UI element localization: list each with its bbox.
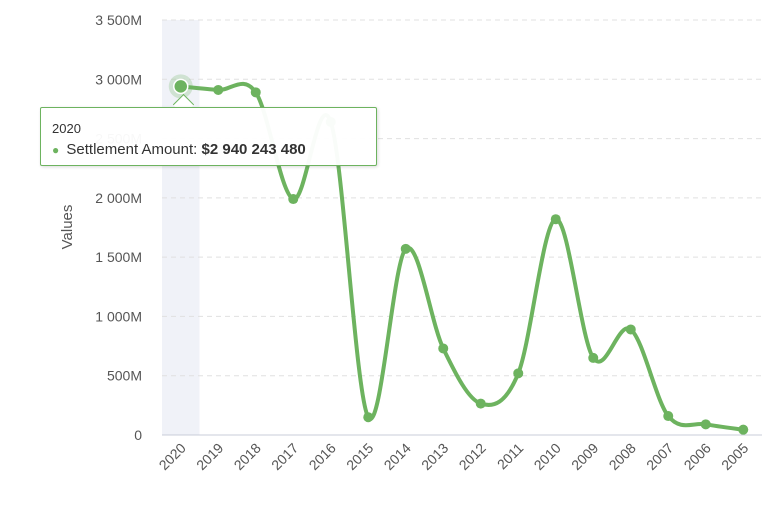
- x-axis: 2020 2019 2018 2017 2016 2015 2014 2013 2012 2011…: [156, 440, 752, 473]
- tooltip-value: $2 940 243 480: [201, 141, 306, 158]
- x-tick-label: 2020: [156, 440, 189, 473]
- data-point[interactable]: [213, 84, 224, 95]
- data-point[interactable]: [588, 352, 599, 363]
- data-point[interactable]: [513, 368, 524, 379]
- tooltip-series-name: Settlement Amount:: [66, 141, 198, 158]
- y-tick-label: 500M: [107, 368, 142, 384]
- data-point[interactable]: [700, 419, 711, 430]
- y-tick-label: 2 000M: [95, 190, 142, 206]
- x-tick-label: 2006: [681, 440, 714, 473]
- x-tick-label: 2016: [306, 440, 339, 473]
- data-point[interactable]: [625, 324, 636, 335]
- tooltip-category: 2020: [52, 121, 81, 136]
- y-tick-label: 1 500M: [95, 249, 142, 265]
- data-point[interactable]: [400, 243, 411, 254]
- x-tick-label: 2013: [418, 440, 451, 473]
- tooltip: 2020 ● Settlement Amount: $2 940 243 480: [40, 107, 377, 166]
- x-tick-label: 2019: [193, 440, 226, 473]
- x-tick-label: 2010: [531, 440, 564, 473]
- highlight-point[interactable]: [173, 78, 189, 95]
- y-tick-label: 0: [134, 427, 142, 443]
- x-tick-label: 2008: [606, 440, 639, 473]
- y-axis-title: Values: [59, 205, 76, 250]
- data-point[interactable]: [250, 87, 261, 98]
- x-tick-label: 2014: [381, 440, 414, 473]
- tooltip-row: ● Settlement Amount: $2 940 243 480: [52, 140, 376, 160]
- y-tick-label: 3 500M: [95, 12, 142, 28]
- data-point[interactable]: [288, 194, 299, 205]
- y-tick-label: 1 000M: [95, 308, 142, 324]
- data-point[interactable]: [550, 214, 561, 225]
- x-tick-label: 2011: [494, 440, 527, 473]
- x-tick-label: 2017: [268, 440, 301, 473]
- data-point[interactable]: [475, 398, 486, 409]
- y-tick-label: 3 000M: [95, 71, 142, 87]
- data-point[interactable]: [663, 411, 674, 422]
- x-tick-label: 2015: [343, 440, 376, 473]
- grid-lines: [162, 19, 762, 436]
- x-tick-label: 2012: [456, 440, 489, 473]
- x-tick-label: 2009: [568, 440, 601, 473]
- data-point[interactable]: [738, 424, 749, 435]
- data-point[interactable]: [363, 412, 374, 423]
- x-tick-label: 2007: [643, 440, 676, 473]
- x-tick-label: 2005: [718, 440, 751, 473]
- tooltip-series-dot: ●: [52, 143, 60, 157]
- data-point[interactable]: [438, 343, 449, 354]
- x-tick-label: 2018: [231, 440, 264, 473]
